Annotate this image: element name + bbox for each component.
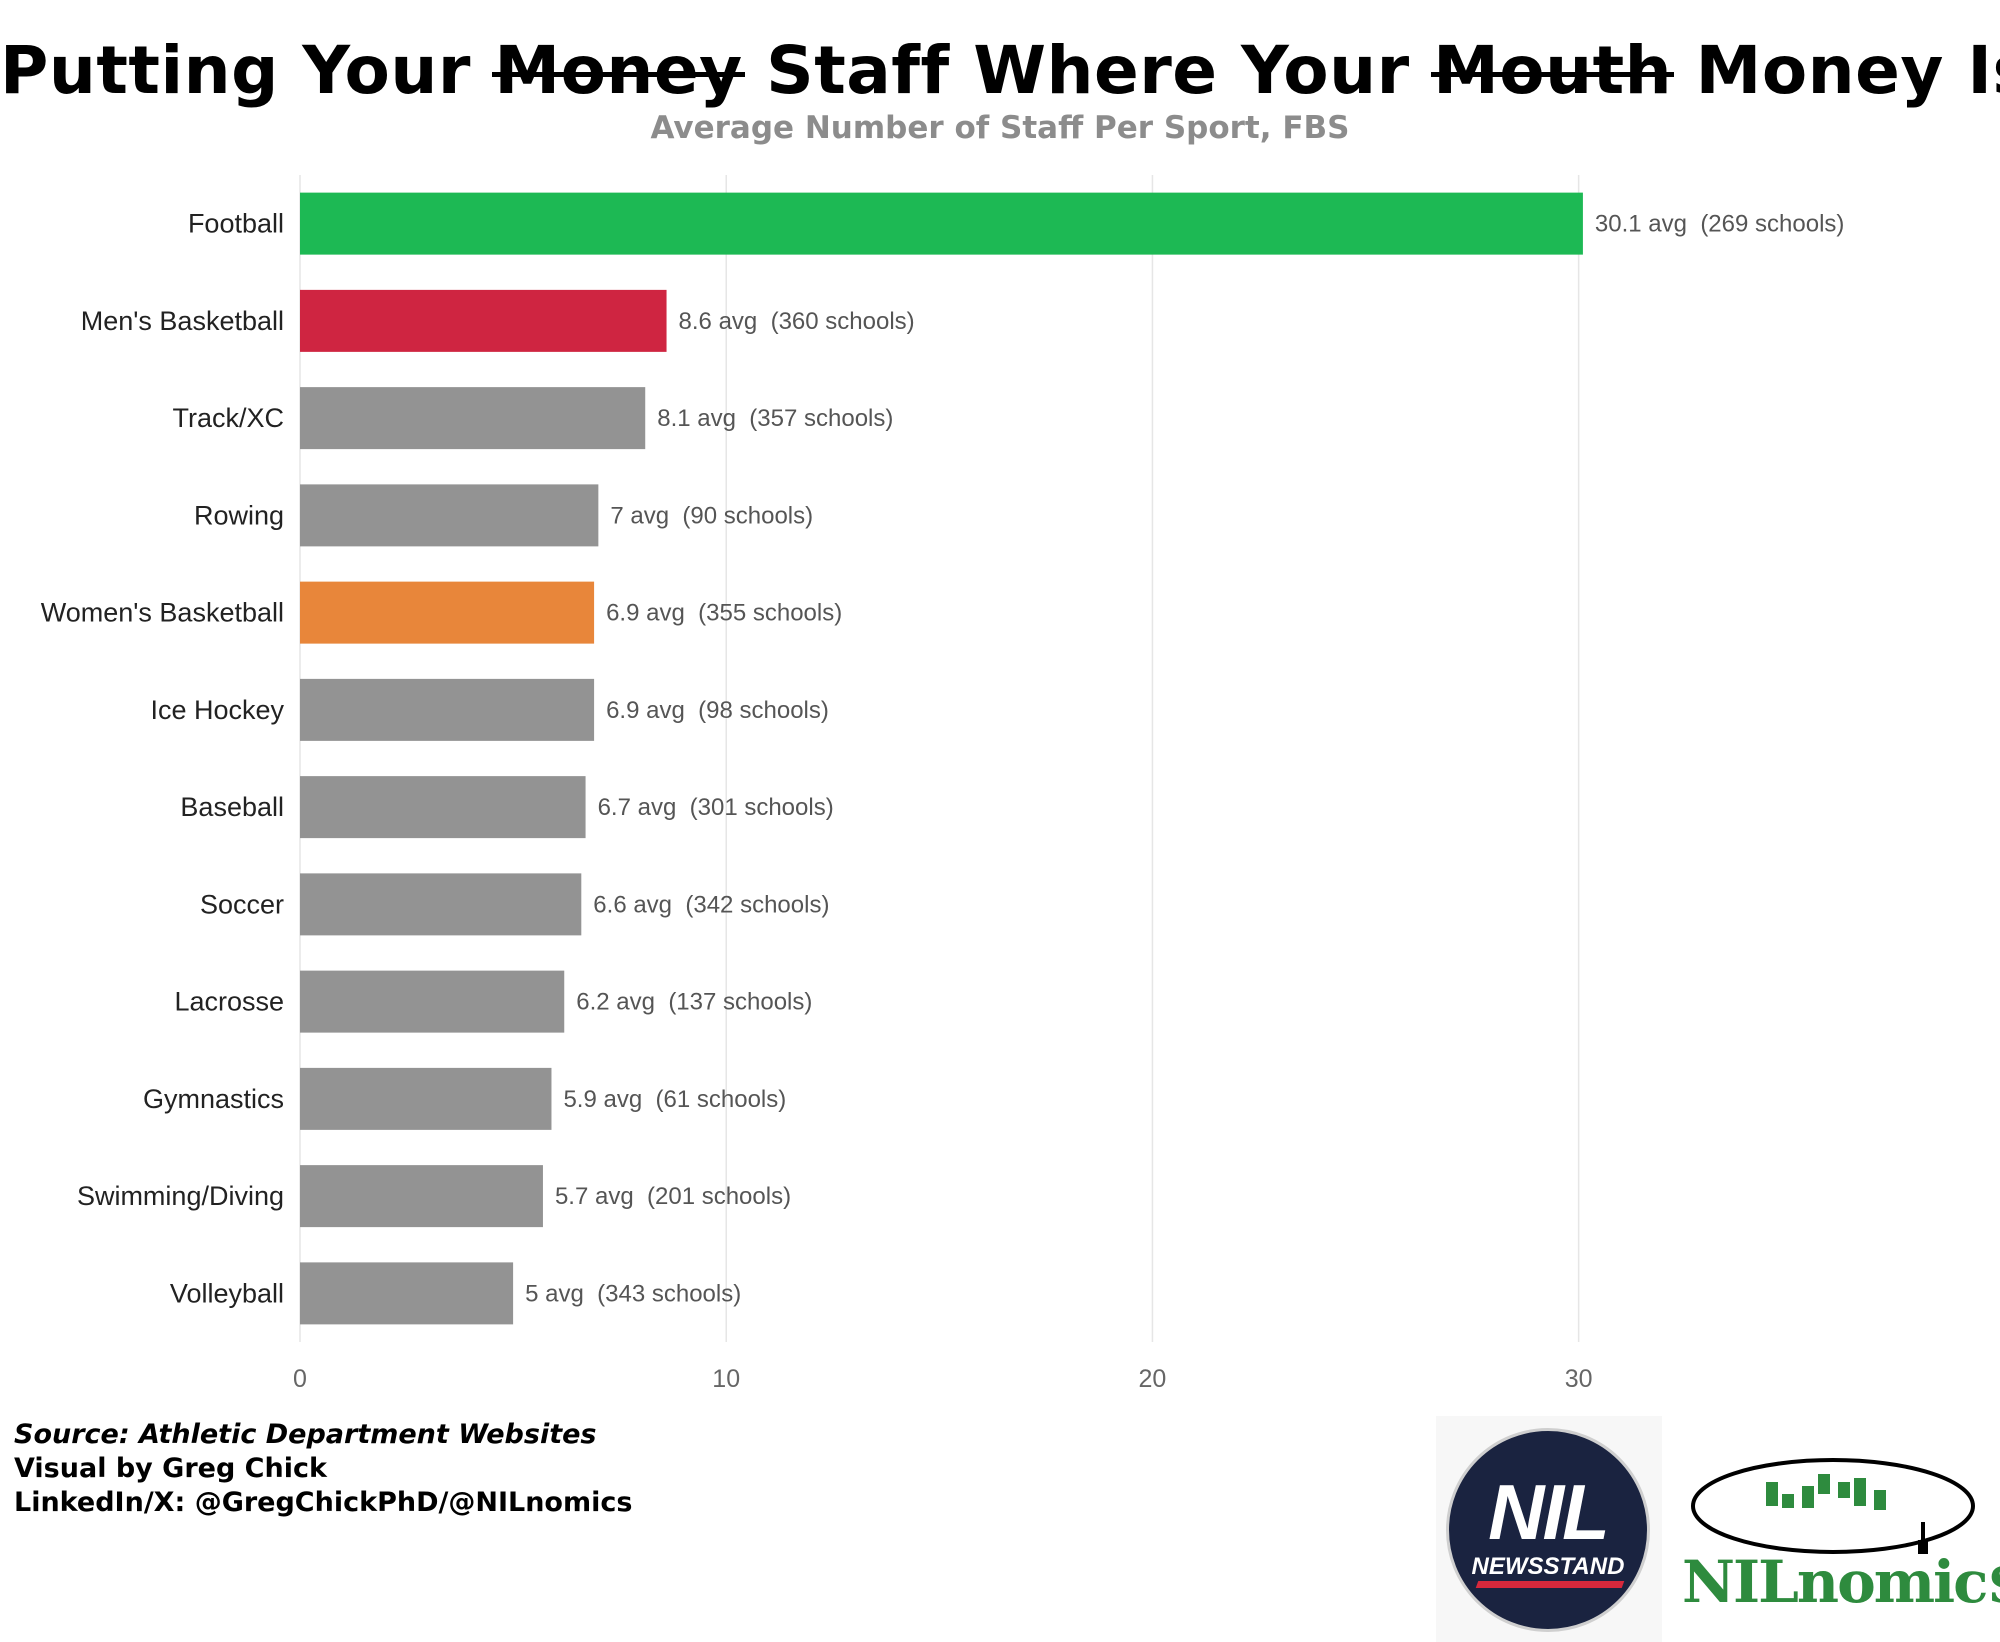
title-segment: Putting Your — [0, 32, 495, 109]
bar — [300, 970, 565, 1033]
source-note: Source: Athletic Department Websites — [14, 1419, 597, 1450]
title-struck-word: Money — [494, 32, 743, 109]
nil-newsstand-stripe — [1475, 1581, 1625, 1588]
nilnomics-logo: NILnomic$ — [1678, 1450, 2000, 1640]
title-struck-word: Mouth — [1433, 32, 1673, 109]
data-label: 5.7 avg (201 schools) — [555, 1183, 791, 1210]
nil-newsstand-logo: NIL NEWSSTAND — [1436, 1416, 1662, 1642]
x-tick-label: 20 — [1139, 1365, 1167, 1393]
bar-chart: 0 10 20 30 Football 30.1 avg (269 schools) Men… — [41, 175, 1844, 1393]
data-label: 5.9 avg (61 schools) — [563, 1086, 786, 1113]
title-segment: Money Is — [1672, 32, 2000, 109]
bar — [300, 387, 646, 450]
bar — [300, 581, 595, 644]
data-label: 6.9 avg (98 schools) — [606, 697, 829, 724]
chart-title-text: Putting Your Money Staff Where Your Mout… — [0, 32, 2000, 109]
bar — [300, 484, 599, 547]
data-label: 30.1 avg (269 schools) — [1595, 211, 1844, 238]
title-segment: Staff Where Your — [742, 32, 1434, 109]
data-label: 6.2 avg (137 schools) — [576, 989, 812, 1016]
category-label: Volleyball — [170, 1278, 284, 1308]
bar — [300, 678, 595, 741]
x-tick-label: 0 — [293, 1365, 307, 1393]
chart-subtitle: Average Number of Staff Per Sport, FBS — [650, 110, 1350, 146]
chart-title: Putting Your Money Staff Where Your Mout… — [0, 32, 2000, 109]
bar — [300, 289, 667, 352]
social-handles: LinkedIn/X: @GregChickPhD/@NILnomics — [14, 1487, 633, 1518]
nilnomics-wordmark: NILnomic$ — [1682, 1548, 2000, 1616]
footer-credits: Source: Athletic Department Websites Vis… — [14, 1418, 632, 1520]
category-label: Lacrosse — [174, 987, 284, 1017]
bar — [300, 873, 582, 936]
category-label: Swimming/Diving — [77, 1181, 284, 1211]
x-tick-label: 30 — [1565, 1365, 1593, 1393]
x-tick-label: 10 — [712, 1365, 740, 1393]
category-label: Baseball — [180, 792, 284, 822]
visual-credit: Visual by Greg Chick — [14, 1453, 327, 1484]
nil-newsstand-logo-big: NIL — [1488, 1468, 1610, 1556]
nil-newsstand-logo-small: NEWSSTAND — [1471, 1553, 1625, 1580]
category-label: Track/XC — [172, 403, 284, 433]
category-label: Soccer — [200, 889, 284, 919]
category-label: Rowing — [194, 500, 284, 530]
category-label: Gymnastics — [143, 1084, 284, 1114]
category-label: Men's Basketball — [81, 306, 284, 336]
category-label: Ice Hockey — [150, 695, 284, 725]
football-bars-icon — [1691, 1458, 1975, 1554]
data-label: 5 avg (343 schools) — [525, 1280, 741, 1307]
data-label: 7 avg (90 schools) — [610, 502, 813, 529]
data-label: 8.1 avg (357 schools) — [657, 405, 893, 432]
bar — [300, 1067, 552, 1130]
bar — [300, 192, 1583, 255]
category-label: Football — [188, 209, 284, 239]
bar — [300, 776, 586, 839]
bar — [300, 1262, 514, 1325]
data-label: 6.7 avg (301 schools) — [598, 794, 834, 821]
data-label: 6.6 avg (342 schools) — [593, 891, 829, 918]
bar — [300, 1165, 543, 1228]
data-label: 6.9 avg (355 schools) — [606, 600, 842, 627]
category-label: Women's Basketball — [41, 598, 284, 628]
data-label: 8.6 avg (360 schools) — [679, 308, 915, 335]
nil-newsstand-badge: NIL NEWSSTAND — [1446, 1428, 1650, 1632]
